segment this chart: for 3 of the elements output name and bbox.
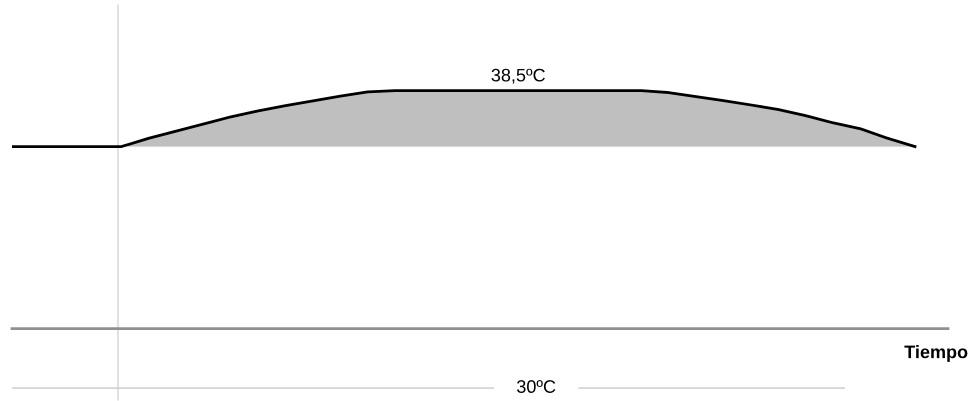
x-axis-title: Tiempo — [904, 345, 968, 362]
ref-line-label: 30ºC — [516, 380, 556, 393]
annotation: 38,5ºC — [492, 68, 545, 84]
